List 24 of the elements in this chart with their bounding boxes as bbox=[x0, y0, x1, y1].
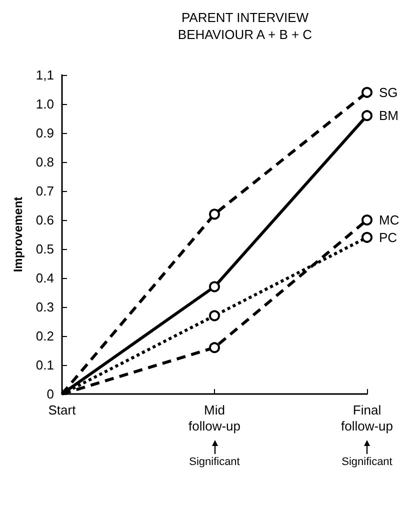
x-tick-label: Final follow-up bbox=[340, 402, 394, 434]
y-tick-label: 0.4 bbox=[36, 270, 54, 286]
y-tick-label: 1,1 bbox=[36, 68, 54, 82]
chart-title: PARENT INTERVIEW bbox=[181, 10, 310, 25]
series-label: BM bbox=[379, 108, 398, 124]
text: Significant bbox=[188, 456, 241, 468]
y-tick-label: 0.9 bbox=[36, 126, 54, 140]
y-tick-label: 0 bbox=[46, 386, 54, 402]
x-tick-label: Mid follow-up bbox=[188, 402, 241, 434]
series-label: PC bbox=[379, 230, 398, 245]
y-tick-label: 0.2 bbox=[36, 328, 54, 344]
x-tick-label: Start bbox=[48, 402, 76, 418]
y-tick-label: 0.8 bbox=[36, 154, 54, 170]
y-tick-label: 0.1 bbox=[36, 358, 54, 372]
y-tick-label: 0.3 bbox=[36, 300, 54, 314]
series-label: MC bbox=[379, 212, 400, 228]
chart-subtitle: BEHAVIOUR A + B + C bbox=[178, 27, 312, 42]
y-axis-title: Improvement bbox=[11, 196, 25, 272]
y-tick-label: 0.5 bbox=[36, 242, 54, 256]
y-tick-label: 0.6 bbox=[36, 212, 54, 228]
series-label: SG bbox=[379, 84, 398, 100]
y-tick-label: 1.0 bbox=[36, 96, 54, 112]
y-tick-label: 0.7 bbox=[36, 184, 54, 198]
text: Significant bbox=[340, 456, 394, 468]
